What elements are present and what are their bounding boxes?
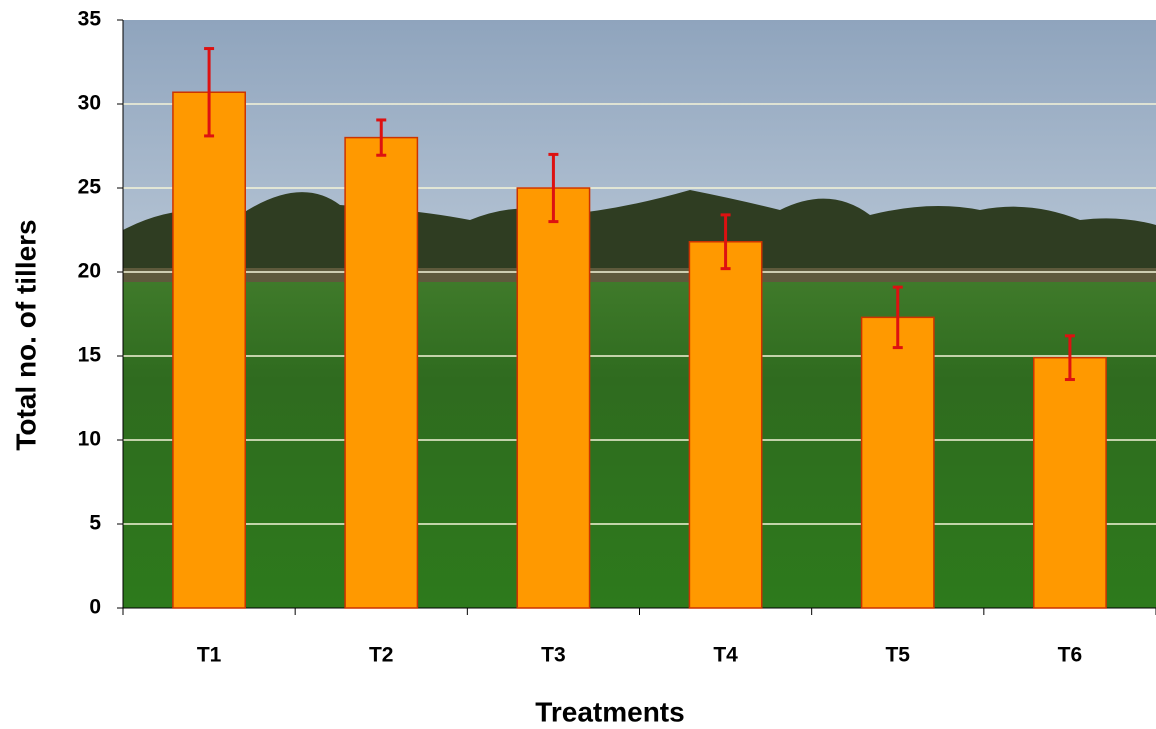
y-tick-label: 20 — [78, 260, 101, 283]
x-axis-title: Treatments — [535, 696, 684, 727]
y-tick-label: 5 — [89, 512, 101, 535]
error-bar — [376, 118, 387, 157]
error-bar — [720, 213, 731, 271]
error-bar — [892, 285, 903, 350]
bar — [1033, 356, 1107, 609]
error-bar — [1064, 334, 1075, 382]
bar — [172, 91, 246, 609]
y-tick-label: 25 — [78, 176, 102, 199]
y-tick-label: 15 — [78, 344, 102, 367]
x-tick-label: T5 — [885, 644, 910, 667]
x-tick-label: T3 — [541, 644, 566, 667]
bar — [860, 316, 935, 609]
error-bar — [548, 152, 559, 224]
bar — [516, 187, 591, 609]
bar — [344, 136, 419, 609]
y-tick-label: 0 — [89, 596, 101, 619]
plot-background — [123, 20, 1156, 608]
x-tick-label: T2 — [369, 644, 394, 667]
bar — [688, 241, 763, 609]
x-tick-label: T1 — [197, 644, 222, 667]
y-axis-title: Total no. of tillers — [10, 219, 41, 450]
x-tick-label: T6 — [1058, 644, 1083, 667]
y-tick-label: 10 — [78, 428, 101, 451]
y-tick-label: 35 — [78, 8, 102, 31]
y-tick-label: 30 — [78, 92, 101, 115]
error-bar — [204, 47, 215, 138]
x-tick-label: T4 — [713, 644, 738, 667]
